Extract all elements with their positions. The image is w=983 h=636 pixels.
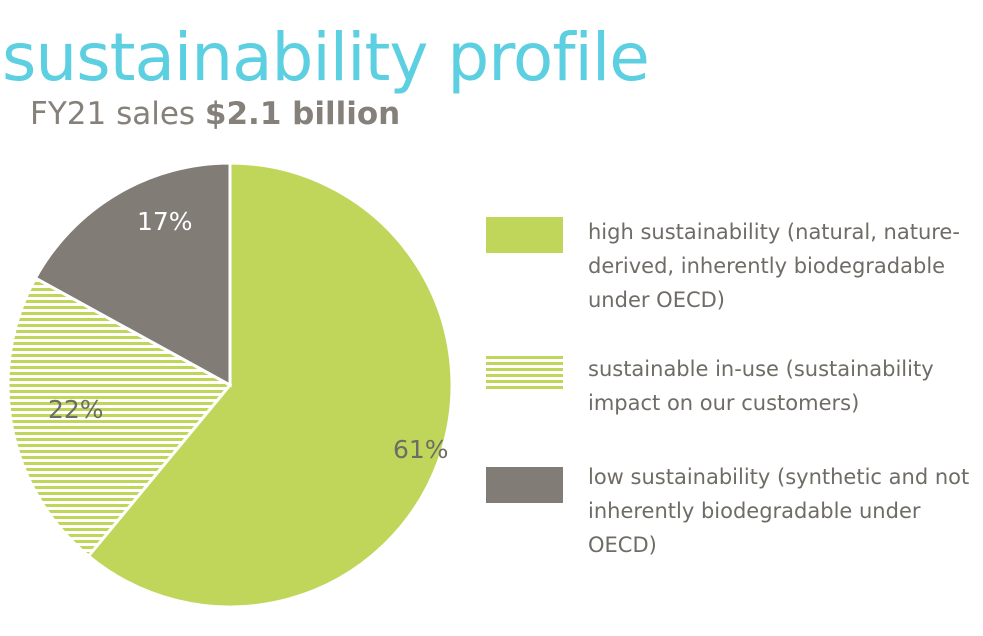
chart-subtitle: FY21 sales $2.1 billion xyxy=(30,92,400,136)
legend-swatch-in-use xyxy=(486,356,563,392)
pie-labels: 61% 22% 17% xyxy=(48,207,449,464)
subtitle-sales-value: $2.1 billion xyxy=(204,96,401,132)
pie-label-in-use: 22% xyxy=(48,395,104,424)
legend-label-low: low sustainability (synthetic and not in… xyxy=(588,465,970,557)
chart-title: sustainability profile xyxy=(2,19,650,96)
pie-slices xyxy=(6,161,454,609)
pie-label-high: 61% xyxy=(393,435,449,464)
pie-slice-low xyxy=(33,161,232,388)
subtitle-prefix: FY21 sales xyxy=(30,96,205,132)
legend-swatch-low xyxy=(486,467,563,503)
legend-label-high: high sustainability (natural, nature-der… xyxy=(588,220,960,312)
pie-slice-high xyxy=(86,161,454,609)
legend-swatch-high xyxy=(486,217,563,253)
legend-label-in-use: sustainable in-use (sustainability impac… xyxy=(588,357,934,415)
pie-slice-in-use xyxy=(6,276,233,559)
pie-label-low: 17% xyxy=(137,207,193,236)
